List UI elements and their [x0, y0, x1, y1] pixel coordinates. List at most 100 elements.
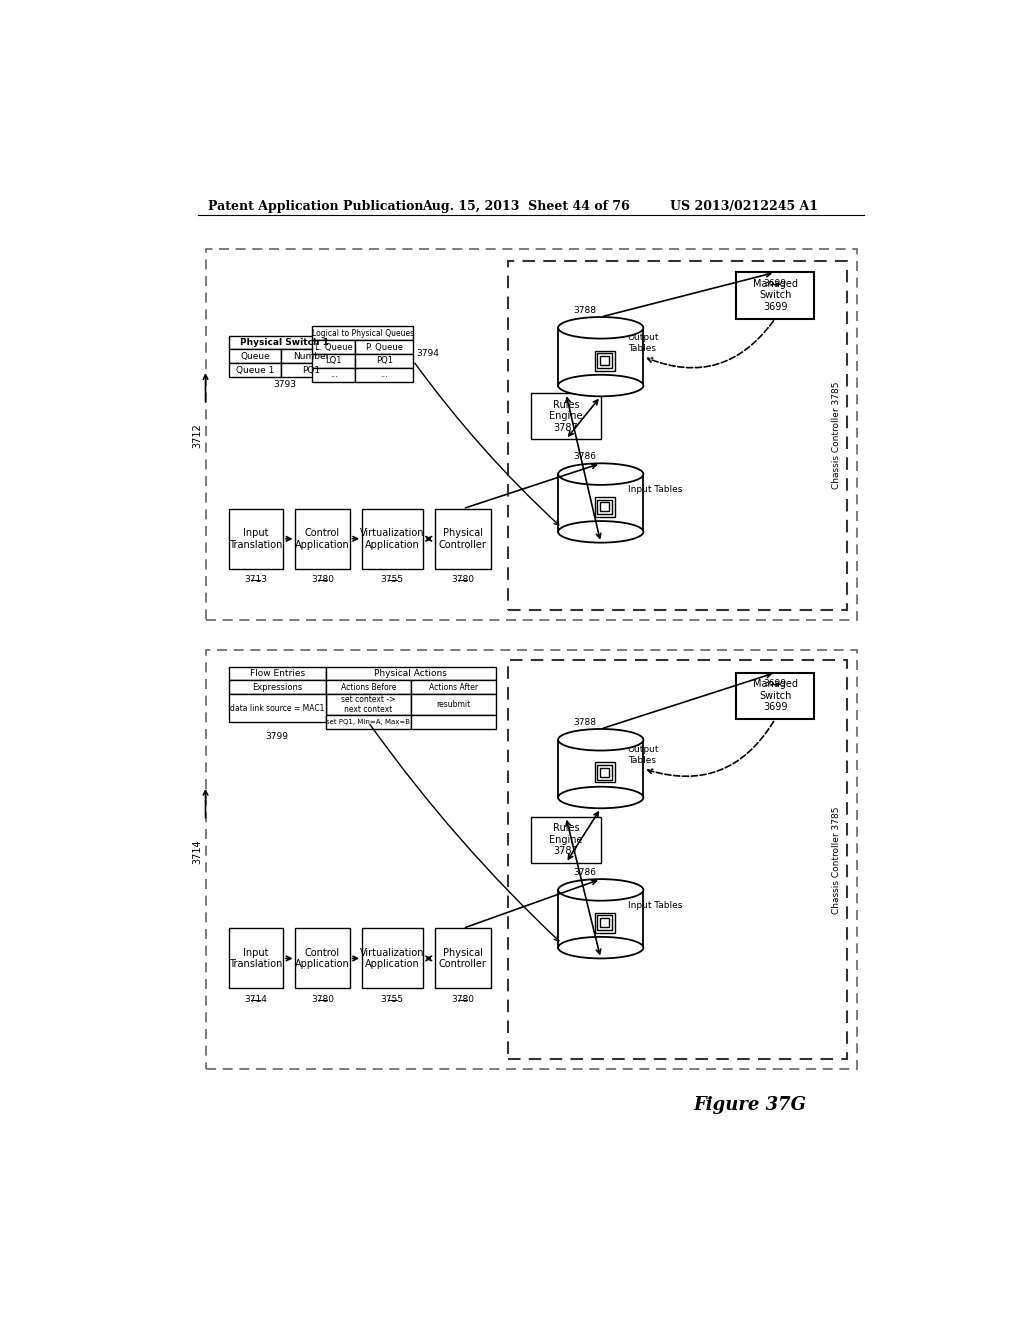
Text: Output
Tables: Output Tables: [628, 746, 659, 764]
Text: Queue 1: Queue 1: [236, 366, 274, 375]
Bar: [228, 694, 326, 722]
Text: Managed
Switch
3699: Managed Switch 3699: [753, 279, 798, 312]
Text: Number: Number: [293, 352, 330, 360]
Bar: [435, 928, 490, 989]
Text: data link source = MAC1: data link source = MAC1: [230, 704, 325, 713]
Text: 3786: 3786: [573, 451, 597, 461]
Bar: [326, 667, 496, 681]
Text: Actions After: Actions After: [429, 682, 478, 692]
Polygon shape: [558, 474, 643, 532]
Text: Actions Before: Actions Before: [341, 682, 396, 692]
Bar: [531, 817, 601, 863]
Text: 3780: 3780: [452, 576, 474, 583]
Text: US 2013/0212245 A1: US 2013/0212245 A1: [671, 199, 818, 213]
Bar: [355, 354, 414, 368]
Bar: [411, 681, 496, 694]
Ellipse shape: [558, 317, 643, 339]
Bar: [326, 681, 411, 694]
Text: Virtualization
Application: Virtualization Application: [360, 948, 425, 969]
Text: Physical
Controller: Physical Controller: [439, 948, 486, 969]
Bar: [326, 715, 411, 729]
Text: 3799: 3799: [265, 733, 289, 741]
Bar: [362, 928, 423, 989]
Bar: [595, 351, 614, 371]
Polygon shape: [558, 739, 643, 797]
Text: 3780: 3780: [311, 995, 334, 1003]
Text: ...: ...: [330, 371, 338, 379]
Bar: [295, 928, 349, 989]
Bar: [355, 341, 414, 354]
Text: Chassis Controller 3785: Chassis Controller 3785: [831, 807, 841, 913]
Text: Input Tables: Input Tables: [628, 484, 682, 494]
Bar: [206, 249, 856, 620]
Text: 3714: 3714: [193, 840, 203, 863]
Text: Control
Application: Control Application: [295, 948, 350, 969]
Text: Output
Tables: Output Tables: [628, 334, 659, 352]
Text: 3793: 3793: [273, 380, 296, 389]
Bar: [228, 681, 326, 694]
Ellipse shape: [558, 937, 643, 958]
Bar: [736, 272, 814, 318]
Text: 3755: 3755: [381, 995, 403, 1003]
Bar: [206, 649, 856, 1069]
Ellipse shape: [558, 375, 643, 396]
Ellipse shape: [558, 729, 643, 751]
Bar: [595, 763, 614, 783]
Bar: [435, 508, 490, 569]
Text: 3699: 3699: [764, 279, 786, 288]
Bar: [228, 335, 341, 350]
Text: Chassis Controller 3785: Chassis Controller 3785: [831, 381, 841, 490]
Bar: [508, 261, 847, 610]
Bar: [600, 502, 609, 511]
Bar: [282, 350, 341, 363]
Bar: [228, 667, 326, 681]
Text: Virtualization
Application: Virtualization Application: [360, 528, 425, 549]
Text: LQ1: LQ1: [326, 356, 342, 366]
Bar: [595, 912, 614, 933]
Bar: [326, 694, 411, 715]
Text: Rules
Engine
3787: Rules Engine 3787: [549, 400, 583, 433]
Bar: [312, 326, 414, 341]
Text: Physical Actions: Physical Actions: [375, 669, 447, 678]
Text: 3788: 3788: [573, 718, 597, 726]
Ellipse shape: [558, 879, 643, 900]
Text: set context ->
next context: set context -> next context: [341, 696, 395, 714]
Text: 3780: 3780: [452, 995, 474, 1003]
Text: 3788: 3788: [573, 306, 597, 314]
Ellipse shape: [558, 787, 643, 808]
Bar: [228, 928, 283, 989]
Text: Input
Translation: Input Translation: [229, 528, 283, 549]
Bar: [600, 917, 609, 927]
Text: Input
Translation: Input Translation: [229, 948, 283, 969]
Text: Flow Entries: Flow Entries: [250, 669, 305, 678]
Bar: [295, 508, 349, 569]
Text: 3714: 3714: [245, 995, 267, 1003]
Text: Rules
Engine
3787: Rules Engine 3787: [549, 824, 583, 857]
Text: P. Queue: P. Queue: [366, 343, 402, 351]
Bar: [508, 660, 847, 1059]
Text: PQ1: PQ1: [302, 366, 321, 375]
Polygon shape: [558, 890, 643, 948]
Bar: [355, 368, 414, 381]
Bar: [411, 715, 496, 729]
Bar: [597, 354, 612, 368]
Text: 3786: 3786: [573, 867, 597, 876]
Text: 3755: 3755: [381, 576, 403, 583]
Ellipse shape: [558, 521, 643, 543]
Text: 3713: 3713: [245, 576, 267, 583]
Bar: [312, 341, 355, 354]
Text: Physical Switch 1: Physical Switch 1: [241, 338, 330, 347]
Text: Patent Application Publication: Patent Application Publication: [208, 199, 423, 213]
Bar: [600, 768, 609, 777]
Bar: [597, 915, 612, 929]
Bar: [228, 363, 282, 378]
Text: set PQ1, Min=A, Max=B: set PQ1, Min=A, Max=B: [327, 719, 411, 725]
Text: 3780: 3780: [311, 576, 334, 583]
Bar: [736, 673, 814, 719]
Bar: [597, 499, 612, 515]
Bar: [228, 350, 282, 363]
Bar: [228, 508, 283, 569]
Text: Figure 37G: Figure 37G: [693, 1097, 807, 1114]
Text: resubmit: resubmit: [436, 700, 471, 709]
Text: ...: ...: [380, 371, 388, 379]
